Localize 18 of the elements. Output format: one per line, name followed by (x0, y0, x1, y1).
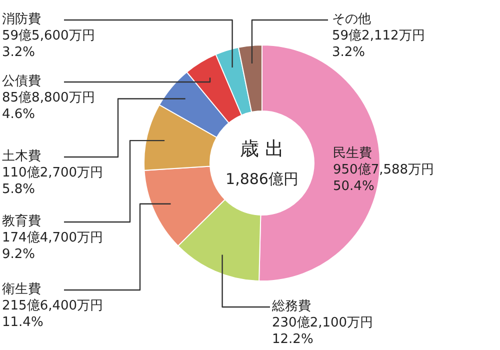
data-label: 110億2,700万円 5.8% (2, 166, 104, 197)
slice-label: 民生費 (333, 146, 372, 161)
slice-label: 衛生費 (2, 282, 41, 297)
slice-label: 総務費 (271, 299, 311, 314)
text: 歳 出 (240, 138, 284, 160)
slice-label: 土木費 (2, 149, 41, 164)
data-label: 174億4,700万円 9.2% (2, 230, 104, 262)
slice-label: 教育費 (2, 213, 41, 229)
slice-label: 消防費 (2, 12, 41, 27)
data-label: 59億5,600万円 3.2% (2, 28, 95, 60)
data-label: 85億8,800万円 4.6% (2, 90, 95, 122)
data-label: 230億2,100万円 12.2% (272, 316, 374, 347)
data-label: 215億6,400万円 11.4% (2, 298, 104, 330)
text: 1,886億円 (226, 170, 298, 188)
slice-label: その他 (332, 12, 371, 27)
data-label: 950億7,588万円 50.4% (333, 162, 434, 194)
slice-label: 公債費 (2, 74, 41, 89)
data-label: 59億2,112万円 3.2% (332, 28, 425, 60)
